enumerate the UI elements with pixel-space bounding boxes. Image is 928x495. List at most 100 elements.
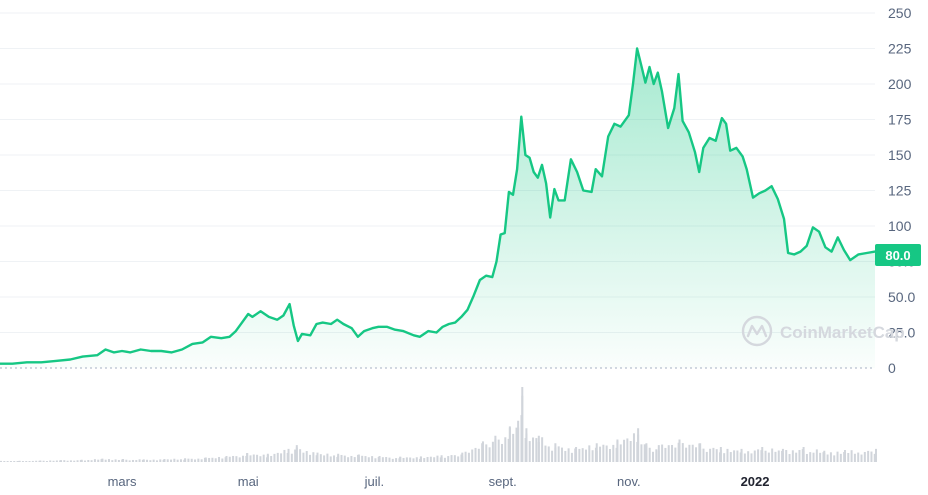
y-tick-label: 150 xyxy=(888,147,912,163)
volume-bar xyxy=(747,451,750,462)
volume-bar xyxy=(774,451,777,462)
volume-bar xyxy=(76,460,79,462)
volume-bar xyxy=(645,443,648,462)
volume-bar xyxy=(648,447,651,462)
volume-bar xyxy=(554,443,557,462)
volume-bar xyxy=(347,457,350,462)
volume-bar xyxy=(90,460,93,462)
volume-bar xyxy=(122,459,125,462)
volume-bar xyxy=(391,458,394,462)
volume-bar xyxy=(83,460,86,462)
volume-bar xyxy=(564,450,567,462)
volume-bar xyxy=(819,452,822,462)
volume-bar xyxy=(252,454,255,462)
volume-bar xyxy=(371,456,374,462)
volume-bar xyxy=(464,451,467,462)
volume-bar xyxy=(537,435,540,462)
volume-bar xyxy=(9,461,12,462)
volume-bar xyxy=(578,448,581,462)
volume-bar xyxy=(166,459,169,462)
volume-bar xyxy=(42,460,45,462)
volume-bar xyxy=(860,454,863,462)
volume-bar xyxy=(374,458,377,462)
volume-bar xyxy=(179,459,182,462)
volume-bar xyxy=(702,448,705,462)
volume-bar xyxy=(329,456,332,462)
volume-bar xyxy=(337,453,340,462)
volume-bar xyxy=(13,461,16,462)
volume-bar xyxy=(870,451,873,462)
volume-bar xyxy=(671,444,674,462)
volume-bar xyxy=(221,458,224,462)
price-area-fill xyxy=(0,48,875,368)
volume-bar xyxy=(357,454,360,462)
volume-bar xyxy=(867,450,870,462)
volume-bar xyxy=(453,455,456,462)
volume-bar xyxy=(117,459,120,462)
volume-bar xyxy=(93,459,96,462)
volume-bar xyxy=(857,452,860,462)
volume-bar xyxy=(608,448,611,462)
volume-bar xyxy=(619,444,622,462)
volume-bar xyxy=(681,443,684,462)
volume-bar xyxy=(508,426,511,462)
volume-bar xyxy=(685,447,688,462)
volume-bar xyxy=(25,461,28,462)
volume-bar xyxy=(809,452,812,462)
volume-bar xyxy=(266,453,269,462)
volume-bar xyxy=(674,447,677,462)
y-tick-label: 225 xyxy=(888,41,912,57)
volume-bar xyxy=(757,449,760,462)
volume-bar xyxy=(873,453,876,462)
volume-bar xyxy=(350,455,353,462)
volume-bar xyxy=(823,450,826,462)
volume-bar xyxy=(791,450,794,462)
volume-bar xyxy=(353,457,356,462)
volume-bar xyxy=(740,448,743,462)
volume-bar xyxy=(655,449,658,462)
volume-bar xyxy=(826,454,829,462)
volume-bar xyxy=(35,460,38,462)
volume-bar xyxy=(299,449,302,462)
watermark: CoinMarketCap xyxy=(741,315,905,347)
volume-bar xyxy=(249,455,252,462)
volume-bar xyxy=(385,457,388,462)
y-tick-label: 50.0 xyxy=(888,289,915,305)
volume-bar xyxy=(863,451,866,462)
volume-bar xyxy=(197,458,200,462)
volume-bar xyxy=(259,456,262,462)
volume-bar xyxy=(616,439,619,462)
volume-bar xyxy=(843,450,846,462)
y-tick-label: 100 xyxy=(888,218,912,234)
volume-bar xyxy=(211,457,214,462)
volume-bar xyxy=(225,456,228,462)
volume-bar xyxy=(340,454,343,462)
volume-bar xyxy=(176,459,179,462)
volume-bar xyxy=(525,428,528,462)
volume-bar xyxy=(709,448,712,462)
volume-bar xyxy=(488,447,491,462)
volume-bar xyxy=(443,457,446,462)
volume-bar xyxy=(833,455,836,462)
volume-bar xyxy=(114,459,117,462)
volume-bar xyxy=(187,458,190,462)
y-tick-label: 125 xyxy=(888,183,912,199)
volume-bar xyxy=(388,457,391,462)
volume-bar xyxy=(695,447,698,462)
volume-bar xyxy=(283,449,286,462)
x-tick-label: nov. xyxy=(617,474,641,489)
volume-bar xyxy=(170,459,173,462)
volume-bar xyxy=(228,456,231,462)
volume-bars xyxy=(0,387,877,462)
volume-bar xyxy=(521,387,524,462)
volume-bar xyxy=(135,460,138,462)
volume-bar xyxy=(381,457,384,462)
volume-bar xyxy=(194,459,197,462)
volume-bar xyxy=(97,459,100,462)
volume-bar xyxy=(557,446,560,462)
x-axis: mars mai juil. sept. nov. 2022 xyxy=(108,474,770,489)
volume-bar xyxy=(302,452,305,462)
x-tick-label: sept. xyxy=(489,474,517,489)
volume-bar xyxy=(567,448,570,462)
volume-bar xyxy=(733,450,736,462)
